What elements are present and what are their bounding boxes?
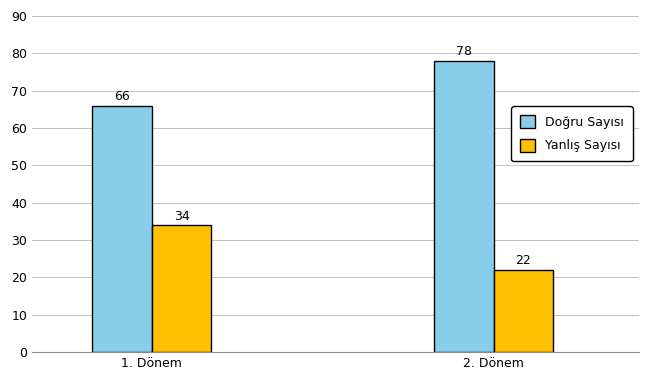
Bar	[92, 106, 151, 352]
Text: 66: 66	[114, 90, 129, 103]
Bar	[493, 270, 553, 352]
Text: 78: 78	[456, 45, 472, 58]
Legend: Doğru Sayısı, Yanlış Sayısı: Doğru Sayısı, Yanlış Sayısı	[512, 106, 632, 161]
Text: 34: 34	[174, 210, 189, 223]
Bar	[151, 225, 211, 352]
Text: 22: 22	[515, 254, 531, 267]
Bar	[434, 61, 493, 352]
